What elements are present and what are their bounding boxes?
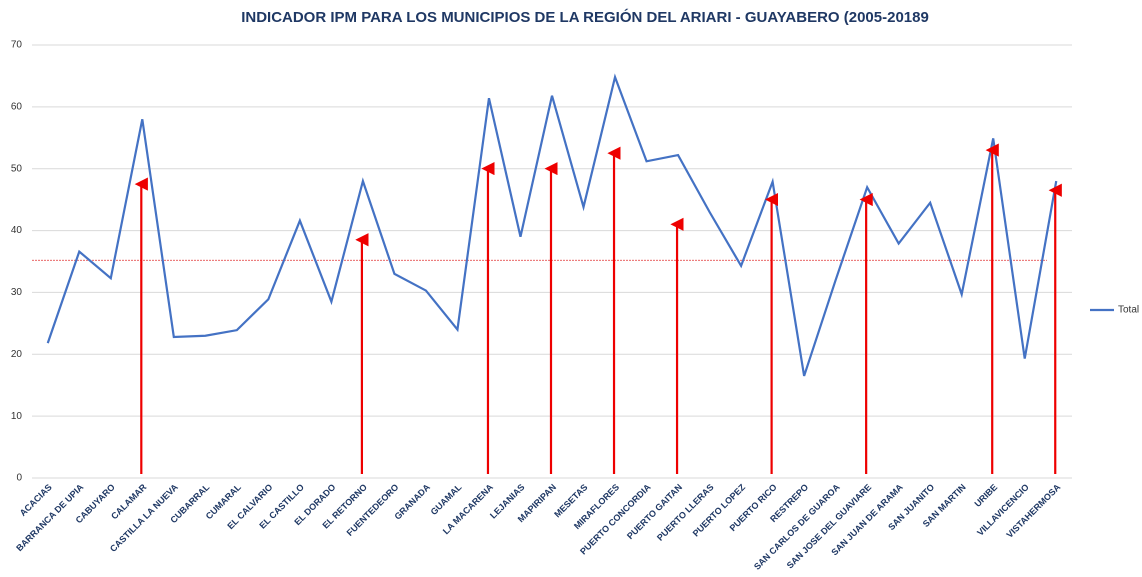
x-tick-label: PUERTO GAITAN xyxy=(625,482,684,541)
x-tick-label: PUERTO LLERAS xyxy=(655,482,716,543)
x-tick-label: URIBE xyxy=(972,482,999,509)
y-tick-label: 0 xyxy=(16,473,22,484)
y-tick-label: 30 xyxy=(11,287,23,298)
y-tick-label: 20 xyxy=(11,349,23,360)
x-tick-label: VISTAHERMOSA xyxy=(1004,482,1062,540)
y-tick-label: 40 xyxy=(11,225,23,236)
legend-label: Total xyxy=(1118,305,1139,316)
y-tick-label: 10 xyxy=(11,411,23,422)
y-tick-label: 50 xyxy=(11,163,23,174)
line-series xyxy=(46,73,1058,377)
y-tick-label: 60 xyxy=(11,101,23,112)
y-tick-label: 70 xyxy=(11,40,23,51)
chart-title: INDICADOR IPM PARA LOS MUNICIPIOS DE LA … xyxy=(241,8,929,26)
